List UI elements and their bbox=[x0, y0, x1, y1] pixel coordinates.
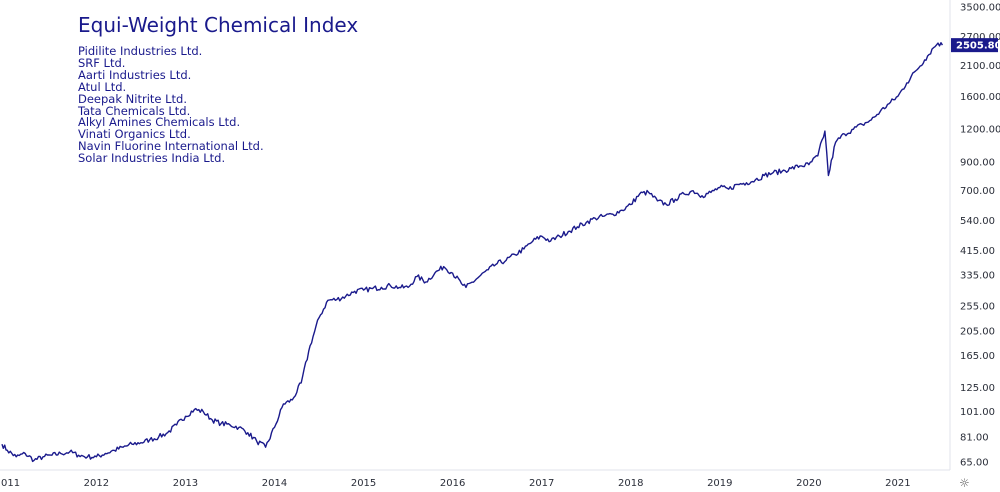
constituent-item: Atul Ltd. bbox=[78, 79, 127, 94]
index-price-line bbox=[1, 42, 944, 463]
constituent-item: Navin Fluorine International Ltd. bbox=[78, 139, 264, 154]
price-tick-label: 81.00 bbox=[960, 432, 989, 443]
chart-title: Equi-Weight Chemical Index bbox=[78, 13, 359, 37]
price-tick-label: 3500.00 bbox=[960, 3, 1000, 14]
price-tick-label: 125.00 bbox=[960, 383, 995, 394]
time-tick-label: 2016 bbox=[440, 478, 465, 489]
price-tick-label: 165.00 bbox=[960, 351, 995, 362]
price-tick-label: 540.00 bbox=[960, 216, 995, 227]
price-tick-label: 1600.00 bbox=[960, 92, 1000, 103]
price-tick-label: 205.00 bbox=[960, 326, 995, 337]
constituent-item: Vinati Organics Ltd. bbox=[78, 127, 191, 142]
time-tick-label: 2012 bbox=[84, 478, 109, 489]
constituent-item: Aarti Industries Ltd. bbox=[78, 67, 192, 82]
price-tick-label: 101.00 bbox=[960, 407, 995, 418]
time-tick-label: 2020 bbox=[796, 478, 821, 489]
price-tick-label: 900.00 bbox=[960, 158, 995, 169]
chart-settings-icon[interactable]: ☼ bbox=[959, 476, 970, 490]
constituent-item: Deepak Nitrite Ltd. bbox=[78, 91, 188, 106]
time-tick-label: 2013 bbox=[173, 478, 198, 489]
last-price-tag-background bbox=[951, 38, 998, 53]
price-axis[interactable]: 3500.00 2700.00 2100.00 1600.00 1200.00 900.0… bbox=[960, 3, 1000, 469]
price-tick-label: 2100.00 bbox=[960, 61, 1000, 72]
constituent-item: Pidilite Industries Ltd. bbox=[78, 44, 203, 58]
time-tick-label: 2019 bbox=[707, 478, 732, 489]
constituent-item: SRF Ltd. bbox=[78, 55, 126, 70]
time-tick-label: 2014 bbox=[262, 478, 287, 489]
time-tick-label: 2017 bbox=[529, 478, 554, 489]
price-tick-label: 415.00 bbox=[960, 246, 995, 257]
time-tick-label: 2011 bbox=[0, 478, 20, 489]
time-tick-label: 2018 bbox=[618, 478, 643, 489]
time-tick-label: 2021 bbox=[885, 478, 910, 489]
price-tick-label: 255.00 bbox=[960, 301, 995, 312]
constituent-item: Solar Industries India Ltd. bbox=[78, 151, 226, 166]
time-axis[interactable]: 2011 2012 2013 2014 2015 2016 2017 2018 2019 2020… bbox=[0, 478, 911, 489]
last-price-label: 2505.80 bbox=[956, 41, 1000, 52]
time-tick-label: 2015 bbox=[351, 478, 376, 489]
price-tick-label: 335.00 bbox=[960, 270, 995, 281]
price-tick-label: 700.00 bbox=[960, 186, 995, 197]
price-tick-label: 2700.00 bbox=[960, 32, 1000, 43]
constituent-item: Alkyl Amines Chemicals Ltd. bbox=[78, 115, 241, 130]
price-tick-label: 1200.00 bbox=[960, 125, 1000, 136]
constituent-item: Tata Chemicals Ltd. bbox=[78, 103, 191, 118]
constituent-legend: Pidilite Industries Ltd. SRF Ltd. Aarti … bbox=[78, 44, 264, 166]
price-tick-label: 65.00 bbox=[960, 458, 989, 469]
last-price-tag: 2505.80 bbox=[951, 38, 1000, 53]
